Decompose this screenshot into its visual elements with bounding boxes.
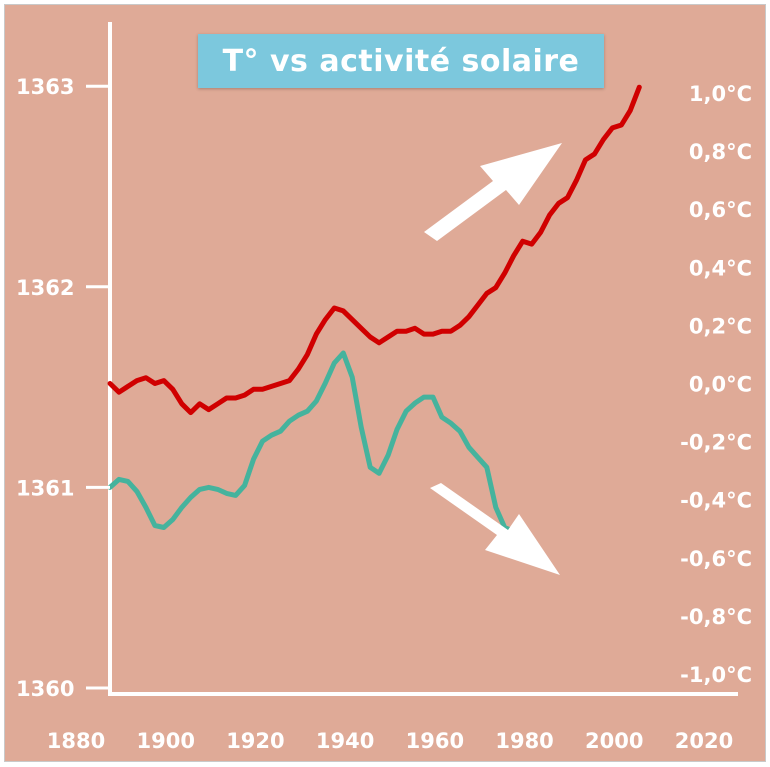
y-left-tick-label: 1362: [16, 276, 74, 300]
y-right-tick-label: -0,2°C: [680, 431, 752, 455]
x-tick-label: 2000: [585, 729, 643, 753]
y-right-tick-label: 0,2°C: [689, 314, 752, 338]
y-left-tick-label: 1363: [16, 75, 74, 99]
y-right-tick-label: 0,0°C: [689, 373, 752, 397]
y-right-tick-label: -1,0°C: [680, 663, 752, 687]
temperature-line: [107, 84, 642, 416]
y-right-tick-label: -0,4°C: [680, 489, 752, 513]
y-right-tick-label: -0,6°C: [680, 547, 752, 571]
y-right-tick-label: -0,8°C: [680, 605, 752, 629]
y-right-tick-label: 1,0°C: [689, 82, 752, 106]
x-tick-label: 2020: [675, 729, 733, 753]
y-left-tick-label: 1361: [16, 476, 74, 500]
arrow-up-icon: [424, 143, 562, 241]
x-tick-label: 1960: [406, 729, 464, 753]
arrow-down-icon: [430, 483, 560, 575]
x-tick-label: 1940: [316, 729, 374, 753]
x-tick-label: 1920: [226, 729, 284, 753]
y-right-tick-label: 0,6°C: [689, 198, 752, 222]
y-right-tick-label: 0,4°C: [689, 256, 752, 280]
y-right-tick-label: 0,8°C: [689, 140, 752, 164]
chart-title-box: T° vs activité solaire: [198, 34, 604, 88]
y-left-tick-label: 1360: [16, 677, 74, 701]
chart-title: T° vs activité solaire: [222, 43, 580, 79]
x-tick-label: 1980: [495, 729, 553, 753]
x-tick-label: 1880: [47, 729, 105, 753]
x-tick-label: 1900: [136, 729, 194, 753]
solar-activity-line: [107, 350, 535, 547]
